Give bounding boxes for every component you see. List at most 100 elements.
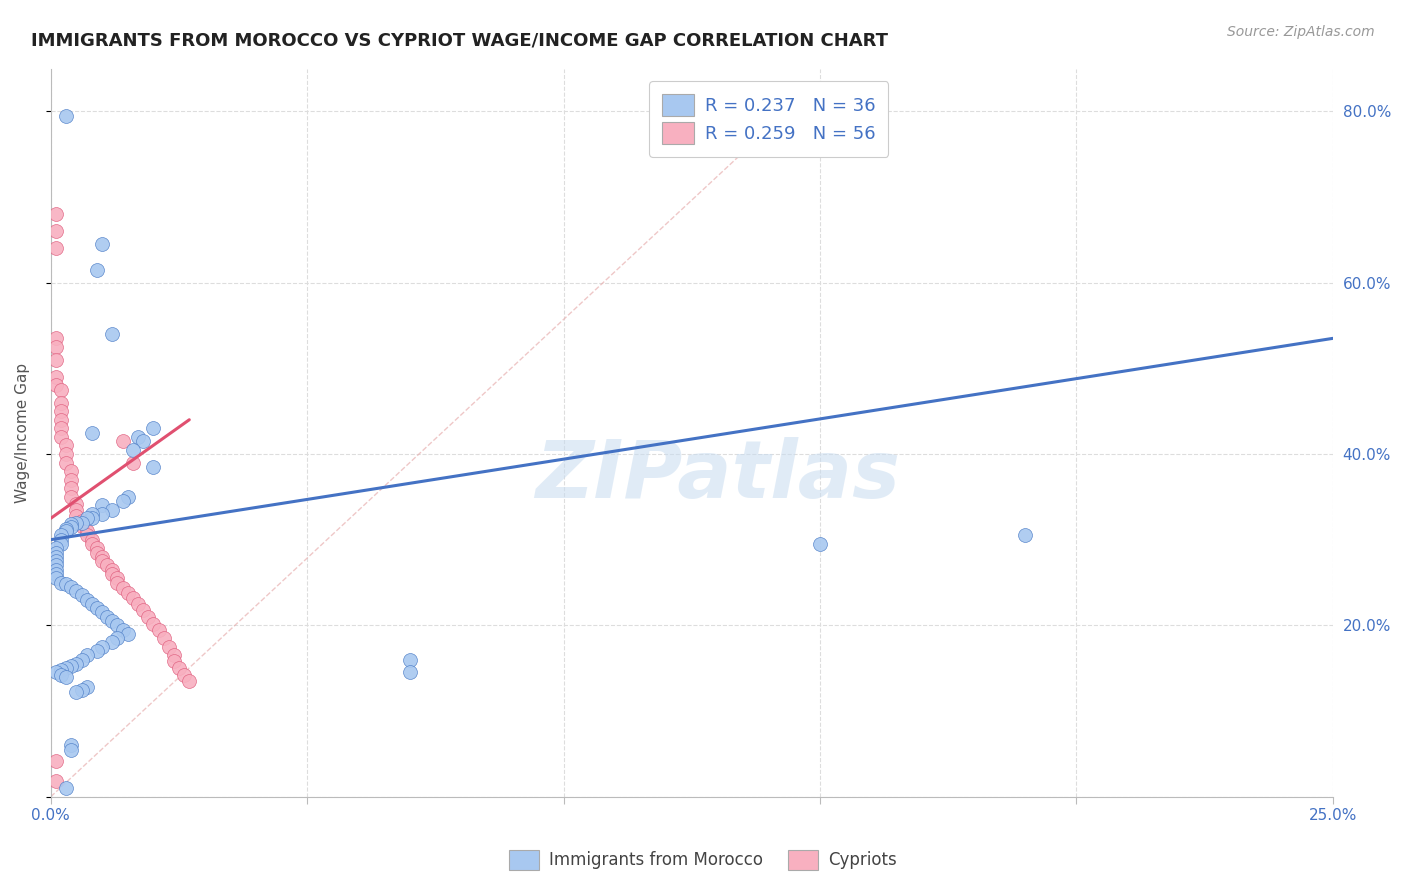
Text: ZIPatlas: ZIPatlas <box>534 437 900 516</box>
Point <box>80 537 103 551</box>
Point <box>49 413 72 427</box>
Y-axis label: Wage/Income Gap: Wage/Income Gap <box>15 362 30 503</box>
Point <box>142 421 165 435</box>
Point <box>49 575 72 590</box>
Point <box>60 742 83 756</box>
Point <box>86 541 108 556</box>
Point <box>91 237 114 252</box>
Point <box>55 577 77 591</box>
Point <box>76 524 98 538</box>
Point <box>60 580 83 594</box>
Point <box>49 430 72 444</box>
Text: IMMIGRANTS FROM MOROCCO VS CYPRIOT WAGE/INCOME GAP CORRELATION CHART: IMMIGRANTS FROM MOROCCO VS CYPRIOT WAGE/… <box>31 31 889 49</box>
Point <box>163 654 186 668</box>
Point <box>152 631 174 645</box>
Point <box>49 668 72 682</box>
Point <box>45 541 67 556</box>
Point <box>45 241 67 255</box>
Point <box>45 378 67 392</box>
Point <box>65 502 87 516</box>
Point <box>55 447 77 461</box>
Point <box>101 614 124 628</box>
Point <box>49 663 72 677</box>
Point <box>111 494 134 508</box>
Point <box>80 597 103 611</box>
Point <box>91 507 114 521</box>
Point <box>80 533 103 547</box>
Point <box>122 442 145 457</box>
Point <box>76 680 98 694</box>
Point <box>45 554 67 568</box>
Point <box>107 571 129 585</box>
Point <box>70 682 93 697</box>
Point <box>55 670 77 684</box>
Point <box>70 588 93 602</box>
Point <box>49 404 72 418</box>
Point <box>86 601 108 615</box>
Point <box>101 566 124 581</box>
Point <box>45 545 67 559</box>
Point <box>117 627 139 641</box>
Point <box>60 659 83 673</box>
Point <box>398 665 420 680</box>
Point <box>60 464 83 478</box>
Legend: R = 0.237   N = 36, R = 0.259   N = 56: R = 0.237 N = 36, R = 0.259 N = 56 <box>650 81 889 157</box>
Point <box>65 508 87 523</box>
Point <box>60 517 83 532</box>
Point <box>65 516 87 530</box>
Point <box>45 774 67 789</box>
Point <box>49 537 72 551</box>
Point <box>76 648 98 663</box>
Point <box>55 456 77 470</box>
Point <box>49 395 72 409</box>
Point <box>65 685 87 699</box>
Point <box>91 640 114 654</box>
Point <box>76 592 98 607</box>
Point <box>45 331 67 345</box>
Point <box>132 434 155 449</box>
Point <box>55 438 77 452</box>
Point <box>136 609 159 624</box>
Point <box>111 434 134 449</box>
Point <box>45 665 67 680</box>
Point <box>163 648 186 663</box>
Point <box>91 549 114 564</box>
Point <box>76 511 98 525</box>
Point <box>101 502 124 516</box>
Point <box>45 566 67 581</box>
Point <box>86 263 108 277</box>
Point <box>70 652 93 666</box>
Point <box>60 473 83 487</box>
Point <box>45 207 67 221</box>
Point <box>179 673 201 688</box>
Point <box>55 524 77 538</box>
Legend: Immigrants from Morocco, Cypriots: Immigrants from Morocco, Cypriots <box>502 843 904 877</box>
Point <box>107 631 129 645</box>
Point <box>132 603 155 617</box>
Point <box>101 327 124 342</box>
Point <box>111 623 134 637</box>
Point <box>80 425 103 440</box>
Point <box>76 528 98 542</box>
Point <box>65 657 87 671</box>
Point <box>173 668 195 682</box>
Point <box>55 522 77 536</box>
Point <box>49 383 72 397</box>
Point <box>60 490 83 504</box>
Point <box>60 520 83 534</box>
Point <box>80 507 103 521</box>
Point <box>167 661 190 675</box>
Point <box>55 661 77 675</box>
Point <box>122 456 145 470</box>
Point <box>80 511 103 525</box>
Point <box>45 558 67 573</box>
Point <box>127 597 149 611</box>
Point <box>60 481 83 495</box>
Point <box>117 586 139 600</box>
Point <box>65 497 87 511</box>
Point <box>45 224 67 238</box>
Point <box>148 623 170 637</box>
Point <box>60 739 83 753</box>
Point <box>157 640 180 654</box>
Point <box>70 519 93 533</box>
